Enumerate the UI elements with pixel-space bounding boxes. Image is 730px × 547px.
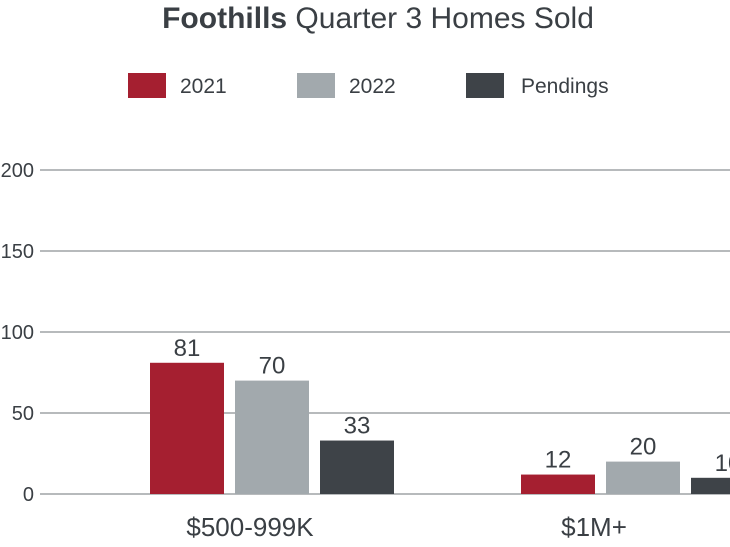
category-label-1: $1M+ [561,512,627,542]
y-tick-label-2: 100 [1,322,34,344]
legend-label-0: 2021 [180,75,227,98]
legend-swatch-1 [297,73,335,98]
y-tick-label-1: 50 [12,403,34,425]
y-tick-label-3: 150 [1,241,34,263]
legend-swatch-2 [466,73,504,98]
y-axis-ticks: 0 50 100 150 200 [1,160,34,506]
bar-pendings-0 [320,440,394,494]
legend-label-2: Pendings [521,75,609,98]
category-label-0: $500-999K [186,512,314,542]
bar-pendings-1 [691,477,730,494]
chart-title-bold: Foothills [162,2,287,35]
bar-2021-0 [150,362,224,494]
data-label-pendings-1: 10 [715,450,730,477]
bar-2022-1 [606,461,680,494]
legend-swatch-0 [128,73,166,98]
chart-title-rest: Quarter 3 Homes Sold [287,2,594,35]
x-axis-categories: $500-999K $1M+ [186,512,627,542]
bar-2022-0 [235,380,309,494]
chart-title: Foothills Quarter 3 Homes Sold [162,2,594,35]
data-label-2022-1: 20 [630,434,657,461]
y-tick-label-4: 200 [1,160,34,182]
data-label-2021-0: 81 [174,335,201,362]
y-tick-label-0: 0 [23,484,34,506]
bar-2021-1 [521,474,595,494]
data-labels: 81 12 70 20 33 10 [174,335,730,477]
data-label-2021-1: 12 [545,447,572,474]
legend-label-1: 2022 [349,75,396,98]
legend: 2021 2022 Pendings [128,73,609,98]
bars [150,362,730,494]
data-label-pendings-0: 33 [344,413,371,440]
data-label-2022-0: 70 [259,353,286,380]
